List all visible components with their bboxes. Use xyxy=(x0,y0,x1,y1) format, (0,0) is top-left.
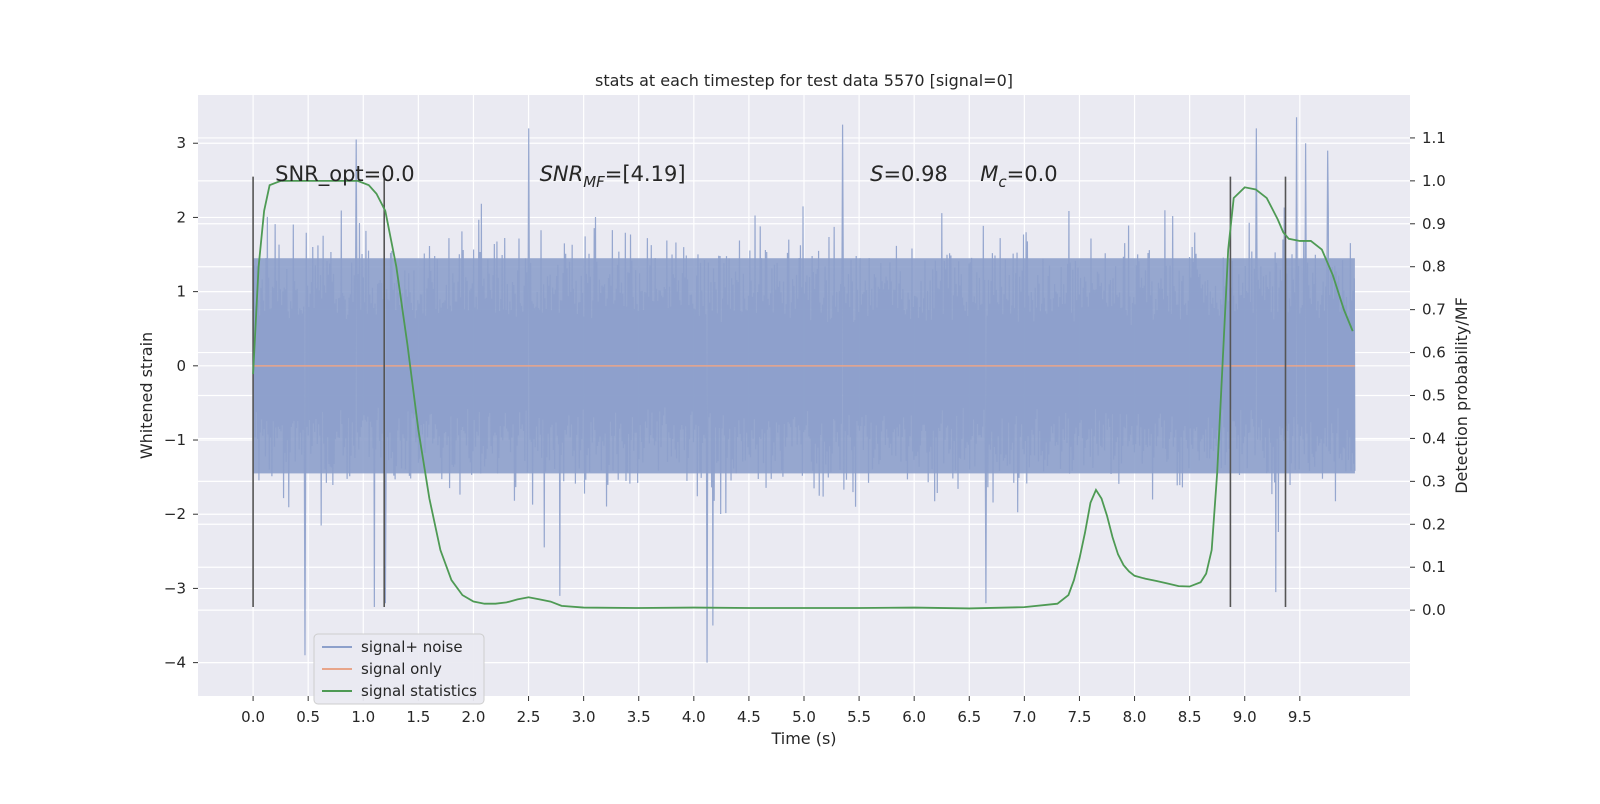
y-tick-label-left: 3 xyxy=(176,134,186,152)
y-tick-label-left: −1 xyxy=(164,431,186,449)
y-tick-label-right: 0.0 xyxy=(1422,601,1446,619)
legend-entry: signal only xyxy=(361,660,442,678)
annotations: SNR_opt=0.0 SNRMF=[4.19] S=0.98 Mc=0.0 xyxy=(275,162,1058,191)
x-tick-label: 4.5 xyxy=(737,708,761,726)
annotation-main: SNR xyxy=(540,162,584,186)
y-tick-label-right: 1.0 xyxy=(1422,172,1446,190)
annotation-snr-mf: SNRMF=[4.19] xyxy=(540,162,686,191)
y-tick-label-right: 0.7 xyxy=(1422,301,1446,319)
annotation-suffix: =[4.19] xyxy=(605,162,686,186)
y-tick-label-right: 0.4 xyxy=(1422,429,1446,447)
y-tick-label-right: 0.3 xyxy=(1422,472,1446,490)
x-tick-label: 5.5 xyxy=(847,708,871,726)
y-tick-label-left: 2 xyxy=(176,208,186,226)
x-tick-label: 1.5 xyxy=(406,708,430,726)
annotation-s-stat: S=0.98 xyxy=(870,162,948,186)
y-tick-label-right: 0.1 xyxy=(1422,558,1446,576)
annotation-suffix: =0.98 xyxy=(883,162,947,186)
x-tick-label: 3.5 xyxy=(627,708,651,726)
x-tick-label: 2.5 xyxy=(517,708,541,726)
x-axis-label: Time (s) xyxy=(770,729,836,748)
annotation-subscript: c xyxy=(998,173,1007,191)
y-tick-label-left: 1 xyxy=(176,283,186,301)
series-signal-statistics xyxy=(252,179,1354,610)
x-tick-label: 7.5 xyxy=(1068,708,1092,726)
ticks: 0.0 0.5 1.0 1.5 2.0 2.5 3.0 3.5 4.0 4.5 5.0 5.5 6.0 6… xyxy=(164,129,1446,726)
y-tick-label-right: 0.2 xyxy=(1422,515,1446,533)
annotation-snr-opt: SNR_opt=0.0 xyxy=(275,162,415,187)
x-tick-label: 1.0 xyxy=(351,708,375,726)
chart-title: stats at each timestep for test data 557… xyxy=(595,71,1013,90)
y-tick-label-left: −4 xyxy=(164,654,186,672)
annotation-main: M xyxy=(980,162,998,186)
y-tick-label-right: 0.6 xyxy=(1422,344,1446,362)
x-tick-label: 9.0 xyxy=(1233,708,1257,726)
annotation-main: S xyxy=(870,162,883,186)
annotation-suffix: =0.0 xyxy=(1007,162,1058,186)
x-tick-label: 0.5 xyxy=(296,708,320,726)
y-axis-label-left: Whitened strain xyxy=(137,332,156,459)
x-tick-label: 9.5 xyxy=(1288,708,1312,726)
annotation-main: SNR_opt=0.0 xyxy=(275,162,415,187)
y-tick-label-left: 0 xyxy=(176,357,186,375)
y-tick-label-right: 0.5 xyxy=(1422,387,1446,405)
legend: signal+ noise signal only signal statistic… xyxy=(313,633,485,705)
x-tick-label: 0.0 xyxy=(241,708,265,726)
x-tick-label: 5.0 xyxy=(792,708,816,726)
y-tick-label-right: 0.9 xyxy=(1422,215,1446,233)
legend-entry: signal+ noise xyxy=(361,638,463,656)
y-tick-label-left: −3 xyxy=(164,579,186,597)
x-tick-label: 4.0 xyxy=(682,708,706,726)
legend-box xyxy=(313,633,485,705)
x-tick-label: 8.0 xyxy=(1123,708,1147,726)
x-tick-label: 8.5 xyxy=(1178,708,1202,726)
y-tick-label-left: −2 xyxy=(164,505,186,523)
series-signal-noise xyxy=(252,117,1356,663)
x-tick-label: 2.0 xyxy=(462,708,486,726)
legend-entry: signal statistics xyxy=(361,682,477,700)
plot-layers xyxy=(252,117,1356,663)
x-tick-label: 7.0 xyxy=(1012,708,1036,726)
y-tick-label-right: 1.1 xyxy=(1422,129,1446,147)
x-tick-label: 6.5 xyxy=(957,708,981,726)
x-tick-label: 3.0 xyxy=(572,708,596,726)
y-tick-label-right: 0.8 xyxy=(1422,258,1446,276)
x-tick-label: 6.0 xyxy=(902,708,926,726)
y-axis-label-right: Detection probability/MF xyxy=(1452,297,1471,494)
annotation-mc: Mc=0.0 xyxy=(980,162,1057,191)
annotation-subscript: MF xyxy=(583,173,605,191)
